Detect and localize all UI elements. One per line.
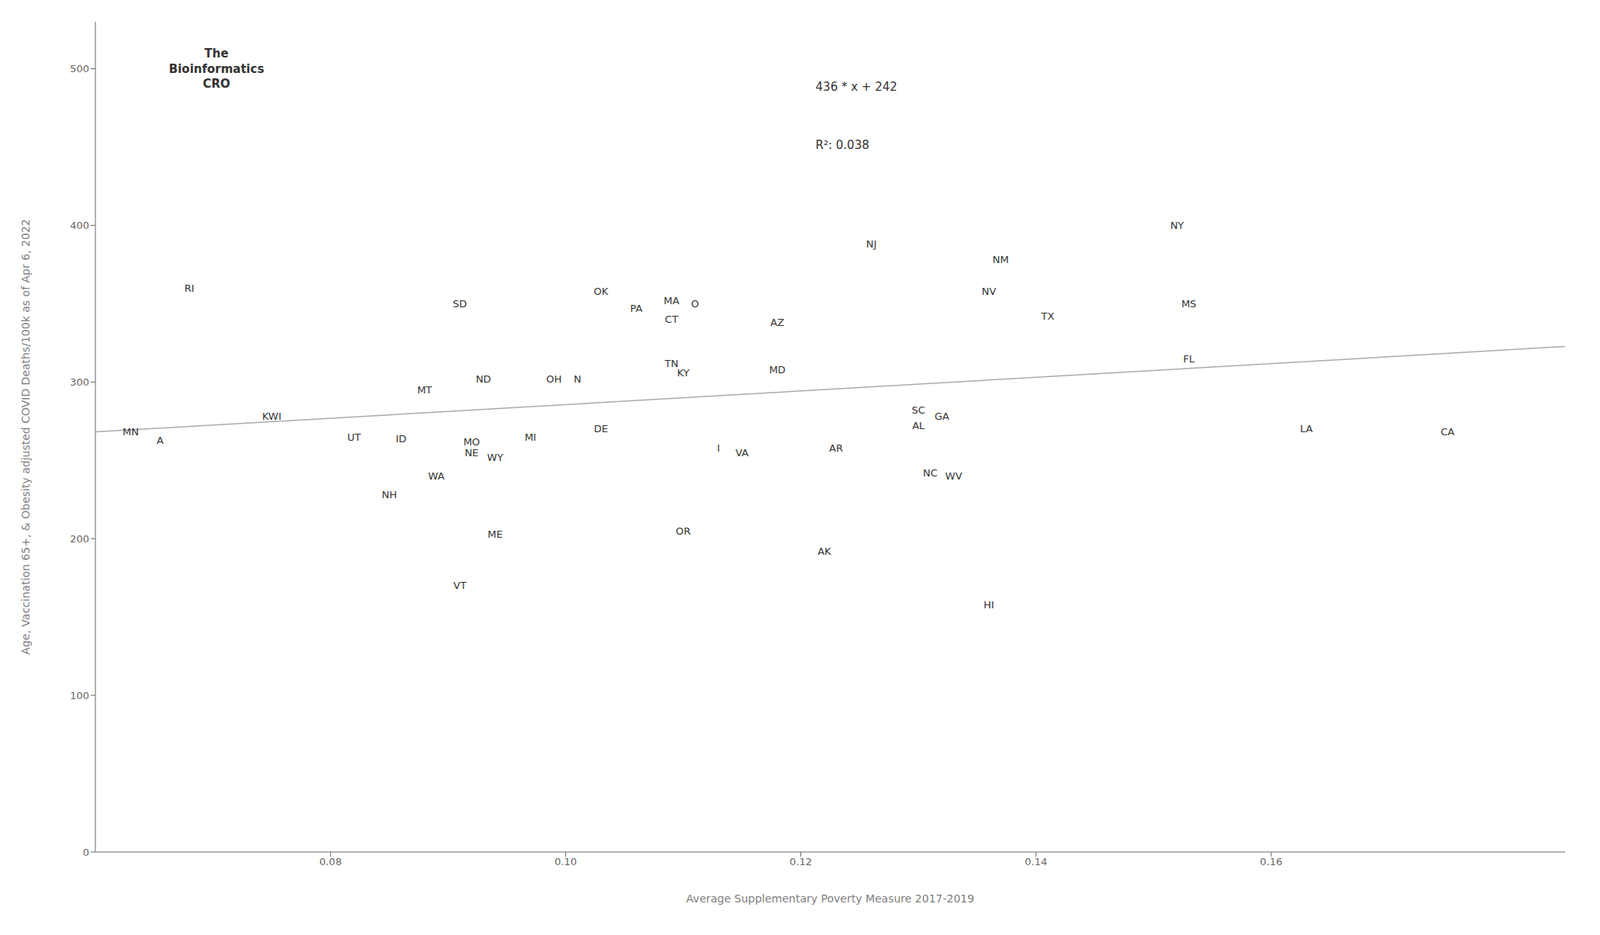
svg-text:MO: MO xyxy=(463,435,480,448)
svg-text:Age, Vaccination 65+, & Obesit: Age, Vaccination 65+, & Obesity adjusted… xyxy=(19,218,32,654)
html-text:The: The xyxy=(204,46,229,61)
svg-text:ME: ME xyxy=(487,528,503,540)
svg-text:NY: NY xyxy=(1170,219,1185,232)
svg-text:LA: LA xyxy=(1299,422,1314,435)
svg-text:0: 0 xyxy=(82,846,90,858)
svg-text:NJ: NJ xyxy=(866,238,878,250)
html-text:Bioinformatics: Bioinformatics xyxy=(168,61,265,76)
svg-text:0.16: 0.16 xyxy=(1260,855,1283,868)
svg-text:NC: NC xyxy=(922,466,938,479)
svg-text:MA: MA xyxy=(663,294,680,307)
svg-text:O: O xyxy=(691,297,699,310)
html-text:CRO: CRO xyxy=(202,76,231,91)
svg-text:NH: NH xyxy=(381,488,398,501)
svg-text:I: I xyxy=(717,442,721,454)
svg-text:MS: MS xyxy=(1181,297,1196,310)
svg-text:N: N xyxy=(573,373,582,385)
svg-text:200: 200 xyxy=(69,532,90,545)
svg-text:GA: GA xyxy=(934,410,950,422)
svg-text:ID: ID xyxy=(395,432,407,445)
svg-text:WV: WV xyxy=(945,469,963,482)
svg-text:SD: SD xyxy=(452,297,467,310)
svg-text:300: 300 xyxy=(69,376,90,388)
svg-text:MD: MD xyxy=(769,363,786,376)
html-text:436 * x + 242: 436 * x + 242 xyxy=(815,79,898,94)
svg-text:500: 500 xyxy=(69,62,90,75)
svg-text:WY: WY xyxy=(487,451,504,464)
svg-text:NE: NE xyxy=(464,446,479,459)
svg-text:DE: DE xyxy=(594,422,609,435)
svg-text:OR: OR xyxy=(675,525,691,537)
svg-text:KWI: KWI xyxy=(262,410,282,422)
svg-text:HI: HI xyxy=(983,598,995,611)
svg-text:OH: OH xyxy=(546,373,562,385)
svg-text:CA: CA xyxy=(1440,425,1455,438)
svg-text:0.12: 0.12 xyxy=(789,855,813,868)
html-text:R²: 0.038: R²: 0.038 xyxy=(815,137,870,152)
svg-text:100: 100 xyxy=(69,689,90,702)
svg-text:RI: RI xyxy=(184,282,195,294)
svg-text:AL: AL xyxy=(912,419,926,432)
svg-text:0.10: 0.10 xyxy=(554,855,578,868)
svg-text:AK: AK xyxy=(817,545,832,557)
svg-text:OK: OK xyxy=(593,285,609,298)
svg-text:0.14: 0.14 xyxy=(1024,855,1048,868)
svg-text:CT: CT xyxy=(664,313,678,325)
svg-text:AR: AR xyxy=(829,442,844,454)
svg-text:VA: VA xyxy=(735,446,749,459)
svg-text:SC: SC xyxy=(912,404,926,416)
svg-text:MN: MN xyxy=(122,425,139,438)
svg-text:PA: PA xyxy=(629,302,643,315)
svg-text:Average Supplementary Poverty: Average Supplementary Poverty Measure 20… xyxy=(686,891,975,905)
svg-text:TX: TX xyxy=(1040,310,1055,322)
svg-text:VT: VT xyxy=(453,579,467,591)
svg-text:NV: NV xyxy=(981,285,997,298)
svg-text:UT: UT xyxy=(347,431,362,443)
svg-text:WA: WA xyxy=(428,469,445,482)
svg-text:TN: TN xyxy=(663,357,679,370)
svg-text:KY: KY xyxy=(677,366,690,379)
svg-text:FL: FL xyxy=(1183,352,1196,365)
svg-text:MT: MT xyxy=(417,383,432,396)
svg-text:NM: NM xyxy=(992,253,1010,266)
svg-text:AZ: AZ xyxy=(770,316,785,329)
svg-text:0.08: 0.08 xyxy=(319,855,343,868)
svg-text:400: 400 xyxy=(69,219,90,232)
svg-text:ND: ND xyxy=(475,373,491,385)
svg-text:MI: MI xyxy=(524,431,536,443)
svg-text:A: A xyxy=(156,434,164,446)
